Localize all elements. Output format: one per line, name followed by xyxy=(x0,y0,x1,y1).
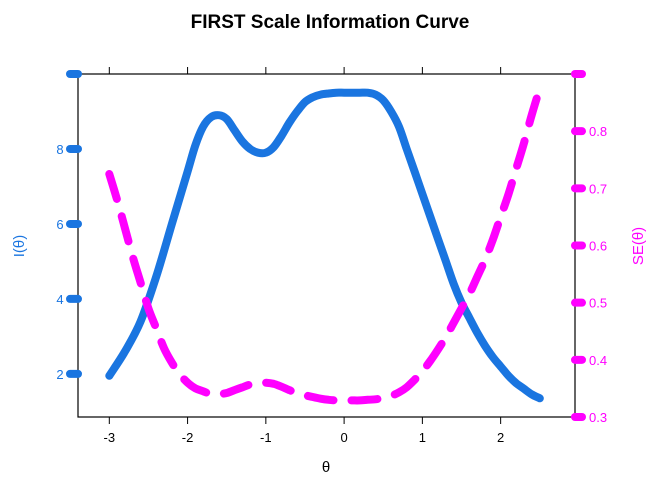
se-series-line xyxy=(105,84,544,405)
y-left-tick-label: 8 xyxy=(56,142,63,157)
information-series-line xyxy=(105,88,544,403)
y-right-tick-label: 0.7 xyxy=(589,181,607,196)
y-left-tick-label: 6 xyxy=(56,217,63,232)
y-left-tick-label: 2 xyxy=(56,367,63,382)
y-axis-left: 2 4 6 8 xyxy=(56,70,82,382)
x-axis-label: θ xyxy=(322,459,330,476)
y-right-tick-label: 0.8 xyxy=(589,124,607,139)
x-tick-label: -1 xyxy=(260,430,272,445)
y-axis-right: 0.3 0.4 0.5 0.6 0.7 0.8 xyxy=(571,70,607,425)
x-tick-label: -2 xyxy=(182,430,194,445)
x-tick-label: 2 xyxy=(497,430,504,445)
series-layer xyxy=(105,84,544,405)
y-right-tick-label: 0.5 xyxy=(589,296,607,311)
y-right-tick-label: 0.4 xyxy=(589,353,607,368)
y-right-tick-label: 0.6 xyxy=(589,239,607,254)
y-axis-right-label: SE(θ) xyxy=(630,227,647,265)
x-tick-label: 1 xyxy=(419,430,426,445)
x-axis: -3 -2 -1 0 1 2 xyxy=(104,67,504,445)
y-left-tick-label: 4 xyxy=(56,292,63,307)
x-tick-label: -3 xyxy=(104,430,116,445)
chart-title: FIRST Scale Information Curve xyxy=(191,12,470,33)
x-tick-label: 0 xyxy=(340,430,347,445)
y-axis-left-label: I(θ) xyxy=(11,235,28,258)
y-right-tick-label: 0.3 xyxy=(589,410,607,425)
